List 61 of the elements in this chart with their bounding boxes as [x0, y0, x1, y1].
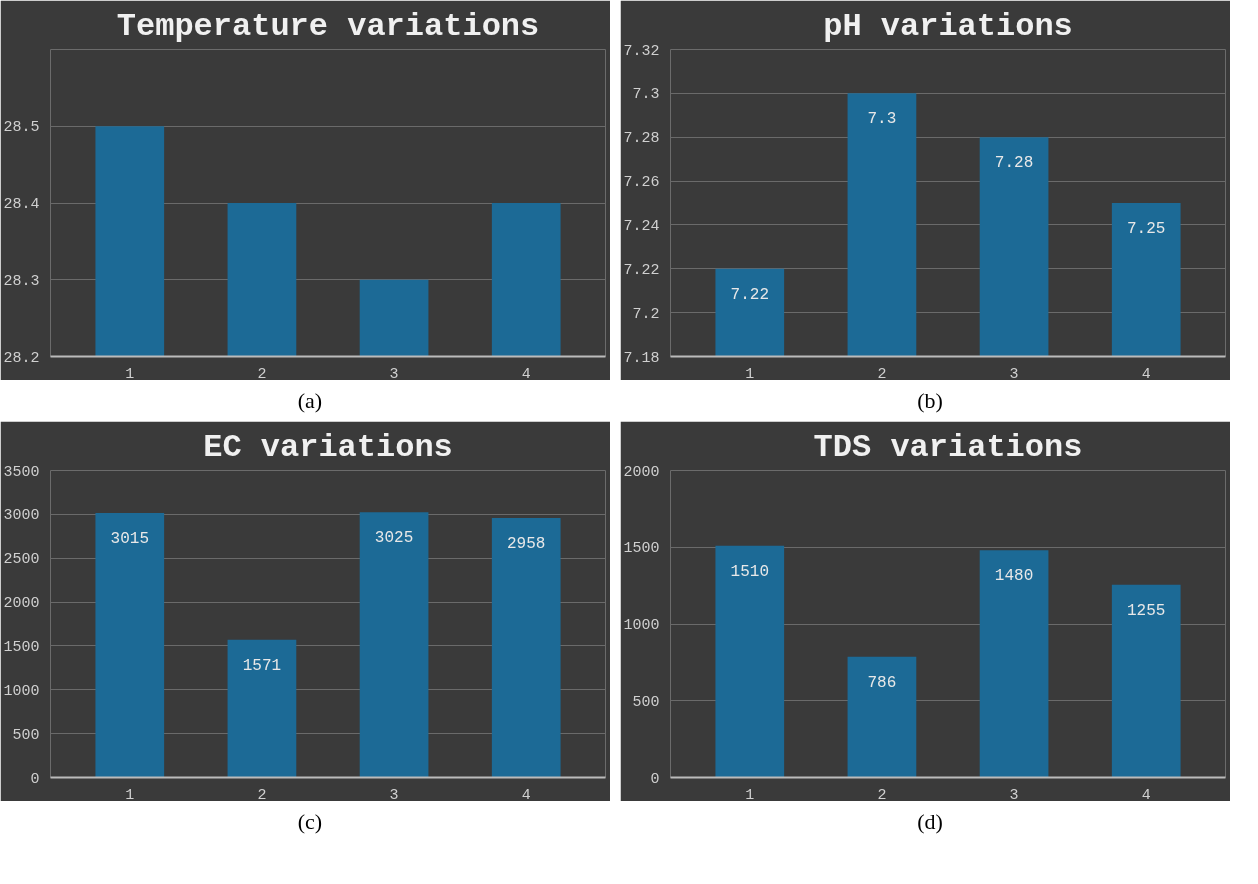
y-tick-label: 28.3	[3, 272, 40, 290]
y-tick-label: 1000	[623, 617, 660, 635]
text: (c)	[297, 808, 323, 837]
y-tick-label: 0	[30, 770, 40, 788]
x-tick-label: 1	[125, 365, 135, 383]
chart-title: EC variations	[203, 428, 453, 466]
y-tick-label: 2500	[3, 551, 40, 569]
x-tick-label: 4	[1141, 365, 1151, 383]
text: (d)	[917, 808, 943, 837]
y-tick-label: 28.4	[3, 196, 40, 213]
y-tick-label: 7.24	[623, 217, 660, 235]
data-label: 3025	[374, 529, 414, 548]
y-tick-label: 28.5	[3, 119, 40, 137]
data-label: 7.25	[1127, 220, 1166, 238]
data-label: 2958	[507, 535, 546, 554]
y-tick-label: 28.2	[3, 349, 40, 367]
y-tick-label: 1000	[3, 683, 40, 701]
y-tick-label: 7.22	[623, 261, 660, 279]
y-tick-label: 0	[650, 770, 660, 788]
y-tick-label: 1500	[623, 540, 660, 558]
text: (a)	[297, 387, 323, 415]
x-tick-label: 3	[1009, 365, 1019, 383]
x-tick-label: 4	[521, 365, 531, 383]
data-label: 1255	[1127, 602, 1166, 621]
y-tick-label: 1500	[3, 639, 40, 657]
y-tick-label: 7.2	[632, 305, 660, 323]
data-label: 7.3	[867, 110, 897, 129]
x-tick-label: 1	[745, 786, 755, 804]
y-tick-label: 2000	[3, 595, 40, 613]
y-tick-label: 500	[632, 694, 660, 712]
chart-title: TDS variations	[813, 428, 1083, 466]
x-tick-label: 2	[257, 365, 267, 383]
data-label: 786	[867, 674, 897, 693]
data-label: 1571	[242, 657, 282, 676]
chart-title: pH variations	[823, 7, 1073, 45]
y-tick-label: 7.28	[623, 130, 660, 148]
data-label: 7.22	[730, 285, 769, 304]
data-label: 7.28	[994, 154, 1034, 173]
y-tick-label: 7.3	[632, 86, 660, 104]
x-tick-label: 4	[1141, 786, 1151, 804]
x-tick-label: 1	[745, 365, 755, 383]
x-tick-label: 2	[257, 786, 267, 804]
y-tick-label: 500	[12, 727, 40, 745]
x-tick-label: 3	[1009, 786, 1019, 804]
text: (b)	[917, 387, 943, 415]
x-tick-label: 3	[389, 365, 399, 383]
x-tick-label: 1	[125, 786, 135, 804]
data-label: 1480	[994, 567, 1034, 586]
data-label: 3015	[110, 530, 149, 549]
x-tick-label: 2	[877, 786, 887, 804]
y-tick-label: 2000	[623, 463, 660, 481]
x-tick-label: 2	[877, 365, 887, 383]
chart-title: Temperature variations	[116, 7, 540, 45]
y-tick-label: 3000	[3, 507, 40, 525]
x-tick-label: 4	[521, 786, 531, 804]
y-tick-label: 3500	[3, 463, 40, 481]
y-tick-label: 7.26	[623, 174, 660, 192]
x-tick-label: 3	[389, 786, 399, 804]
y-tick-label: 7.18	[623, 349, 660, 367]
y-tick-label: 7.32	[623, 42, 660, 60]
data-label: 1510	[730, 563, 769, 582]
